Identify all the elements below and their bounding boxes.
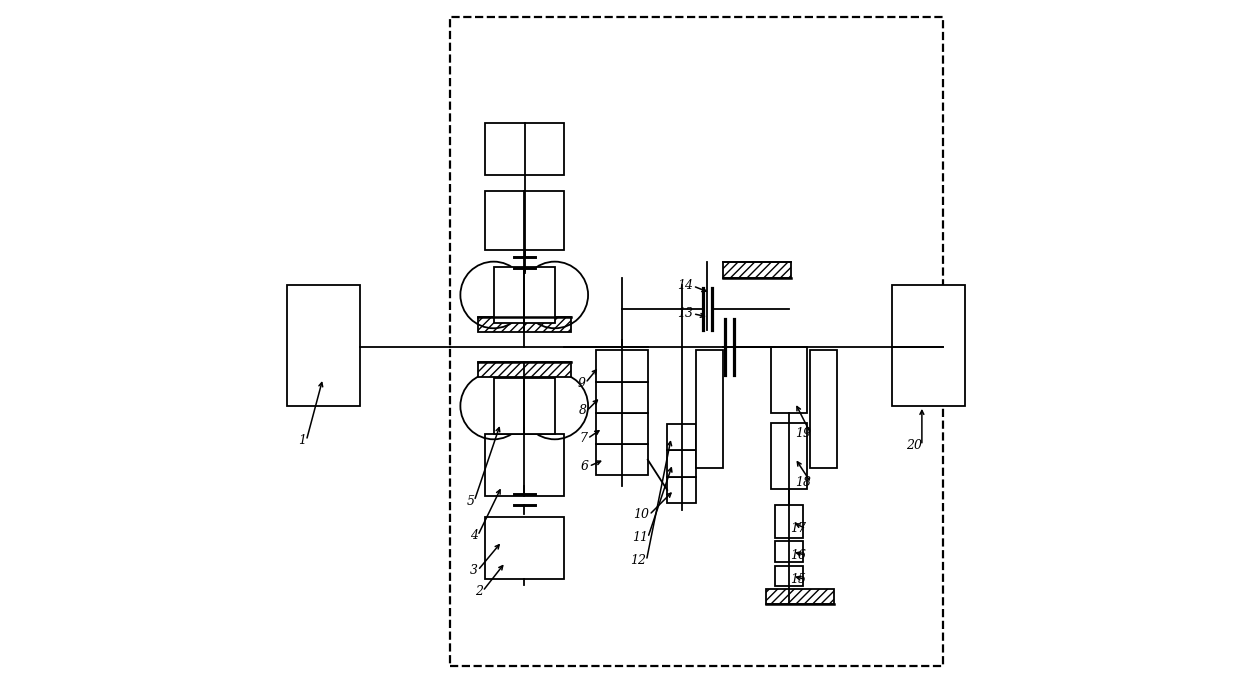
Text: 8: 8	[579, 405, 587, 417]
Text: 15: 15	[790, 573, 806, 586]
Bar	[771, 347, 807, 413]
Text: 3: 3	[470, 564, 477, 577]
Text: 10: 10	[634, 509, 650, 521]
Bar	[892, 285, 965, 406]
Bar	[485, 123, 564, 175]
Text: 4: 4	[470, 530, 477, 542]
Bar	[775, 541, 804, 562]
Text: 18: 18	[795, 476, 811, 489]
Text: 11: 11	[631, 532, 647, 544]
Bar	[595, 413, 647, 444]
Text: 1: 1	[299, 434, 306, 447]
Bar	[595, 444, 647, 475]
Text: 17: 17	[790, 523, 806, 535]
Text: 7: 7	[579, 432, 588, 445]
Bar	[810, 350, 837, 468]
Bar	[771, 423, 807, 489]
Text: 16: 16	[790, 549, 806, 561]
Bar	[667, 477, 697, 503]
Bar	[667, 450, 697, 477]
Bar	[775, 505, 804, 538]
Bar	[450, 17, 942, 666]
Text: 9: 9	[578, 377, 585, 389]
Text: 5: 5	[466, 495, 474, 507]
Text: 14: 14	[677, 280, 693, 292]
Bar	[494, 378, 554, 434]
Bar	[494, 267, 554, 323]
Bar	[485, 517, 564, 579]
Bar	[595, 350, 647, 382]
Bar	[766, 589, 833, 604]
Bar	[697, 350, 723, 468]
Bar	[667, 424, 697, 450]
Text: 6: 6	[580, 460, 589, 473]
Bar	[477, 362, 572, 377]
Text: 20: 20	[906, 439, 921, 452]
Bar	[477, 317, 572, 332]
Bar	[723, 262, 791, 278]
Bar	[775, 566, 804, 586]
Bar	[485, 191, 564, 250]
Bar	[286, 285, 360, 406]
Text: 13: 13	[677, 307, 693, 320]
Bar	[595, 382, 647, 413]
Text: 12: 12	[630, 555, 646, 567]
Text: 19: 19	[795, 428, 811, 440]
Text: 2: 2	[475, 585, 482, 598]
Bar	[485, 434, 564, 496]
